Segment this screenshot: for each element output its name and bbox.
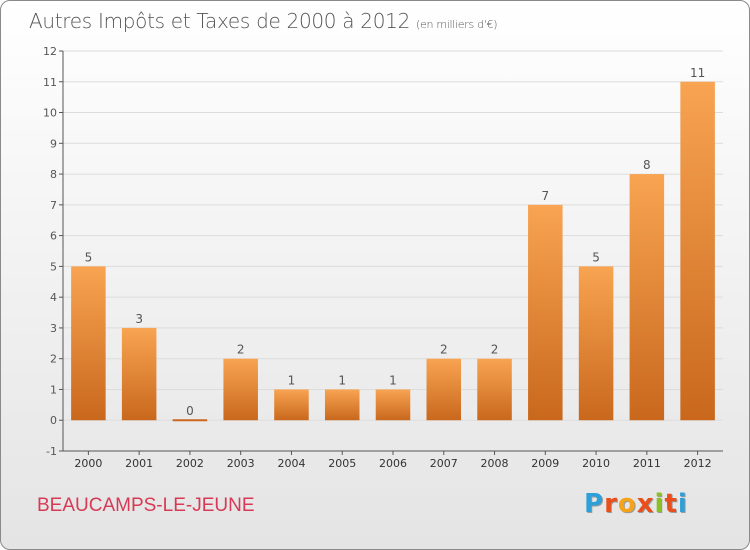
bar — [629, 174, 665, 421]
x-tick-label: 2012 — [684, 457, 712, 470]
data-label: 5 — [592, 250, 600, 264]
data-label: 1 — [389, 373, 397, 387]
brand-letter: r — [604, 489, 618, 519]
data-label: 1 — [338, 373, 346, 387]
x-tick-label: 2007 — [430, 457, 458, 470]
y-tick-label: 11 — [43, 76, 57, 89]
y-tick-label: 12 — [43, 45, 57, 58]
data-label: 5 — [85, 250, 93, 264]
data-label: 7 — [541, 189, 549, 203]
data-label: 1 — [288, 373, 296, 387]
data-label: 2 — [440, 343, 448, 357]
data-label: 11 — [690, 66, 705, 80]
proxiti-logo: Proxiti — [584, 489, 688, 519]
y-tick-label: 0 — [50, 414, 57, 427]
y-tick-label: -1 — [46, 445, 57, 458]
x-tick-label: 2011 — [633, 457, 661, 470]
brand-letter: t — [664, 489, 678, 519]
brand-letter: x — [636, 489, 655, 519]
y-tick-label: 8 — [50, 168, 57, 181]
x-tick-label: 2006 — [379, 457, 407, 470]
y-tick-label: 2 — [50, 353, 57, 366]
y-tick-label: 7 — [50, 199, 57, 212]
bar — [121, 327, 157, 421]
data-label: 8 — [643, 158, 651, 172]
bar — [477, 358, 512, 421]
bar — [274, 389, 309, 421]
data-label: 3 — [135, 312, 143, 326]
brand-letter: o — [617, 489, 637, 519]
x-tick-label: 2005 — [328, 457, 356, 470]
bar — [426, 358, 462, 421]
bar — [680, 81, 715, 421]
x-tick-label: 2003 — [227, 457, 255, 470]
y-tick-label: 3 — [50, 322, 57, 335]
brand-letter: i — [654, 489, 665, 519]
y-tick-label: 4 — [50, 291, 57, 304]
data-label: 2 — [237, 343, 245, 357]
bar — [528, 204, 563, 421]
data-label: 0 — [186, 404, 194, 418]
brand-letter: i — [677, 489, 688, 519]
chart-title: Autres Impôts et Taxes de 2000 à 2012 (en… — [29, 9, 497, 33]
x-tick-label: 2002 — [176, 457, 204, 470]
bar — [71, 266, 106, 421]
bar — [324, 389, 360, 421]
data-label: 2 — [491, 343, 499, 357]
chart-title-text: Autres Impôts et Taxes de 2000 à 2012 — [29, 9, 410, 33]
bar — [375, 389, 411, 421]
brand-letter: P — [584, 489, 605, 519]
y-tick-label: 9 — [50, 137, 57, 150]
x-tick-label: 2004 — [277, 457, 305, 470]
y-tick-label: 1 — [50, 383, 57, 396]
x-tick-label: 2008 — [481, 457, 509, 470]
bar — [578, 266, 614, 421]
unit-label: (en milliers d'€) — [416, 18, 498, 31]
x-tick-label: 2000 — [74, 457, 102, 470]
y-tick-label: 6 — [50, 230, 57, 243]
y-tick-label: 10 — [43, 107, 57, 120]
commune-name: BEAUCAMPS-LE-JEUNE — [37, 495, 255, 516]
x-tick-label: 2001 — [125, 457, 153, 470]
y-tick-label: 5 — [50, 260, 57, 273]
bar — [223, 358, 258, 421]
x-tick-label: 2009 — [531, 457, 559, 470]
x-tick-label: 2010 — [582, 457, 610, 470]
